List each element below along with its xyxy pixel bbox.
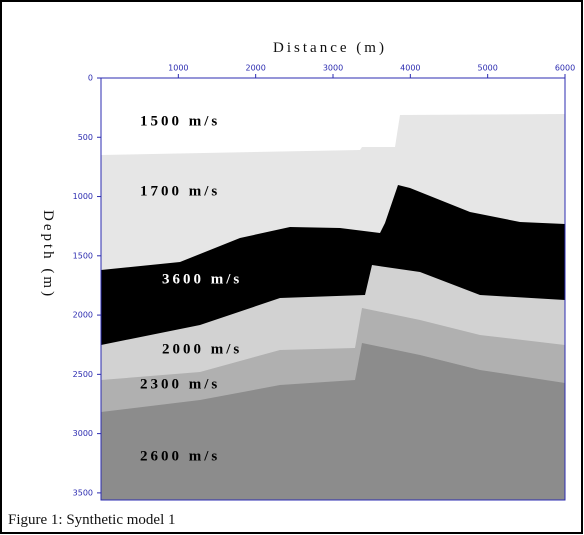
x-axis-title: Distance (m) xyxy=(273,40,387,56)
y-tick-label: 3000 xyxy=(73,429,93,438)
y-axis-title: Depth (m) xyxy=(40,210,56,299)
x-tick-label: 5000 xyxy=(477,64,497,73)
y-tick-label: 1500 xyxy=(73,251,93,260)
x-tick-label: 2000 xyxy=(245,64,265,73)
y-tick-label: 1000 xyxy=(73,192,93,201)
velocity-model xyxy=(100,77,566,501)
y-tick-label: 3500 xyxy=(73,488,93,497)
layer-label: 2300 m/s xyxy=(140,376,220,392)
x-tick-label: 3000 xyxy=(323,64,343,73)
x-tick-label: 4000 xyxy=(400,64,420,73)
y-tick-label: 2500 xyxy=(73,370,93,379)
layer-1500 xyxy=(101,78,565,155)
layer-label: 2000 m/s xyxy=(162,341,242,357)
x-tick-label: 6000 xyxy=(555,64,575,73)
x-tick-label: 1000 xyxy=(168,64,188,73)
layer-label: 2600 m/s xyxy=(140,448,220,464)
layer-label: 1500 m/s xyxy=(140,113,220,129)
y-tick-label: 2000 xyxy=(73,311,93,320)
caption: Figure 1: Synthetic model 1 xyxy=(8,512,175,528)
layer-label: 1700 m/s xyxy=(140,183,220,199)
layer-label: 3600 m/s xyxy=(162,271,242,287)
y-tick-label: 0 xyxy=(88,74,93,83)
y-tick-label: 500 xyxy=(78,133,93,142)
